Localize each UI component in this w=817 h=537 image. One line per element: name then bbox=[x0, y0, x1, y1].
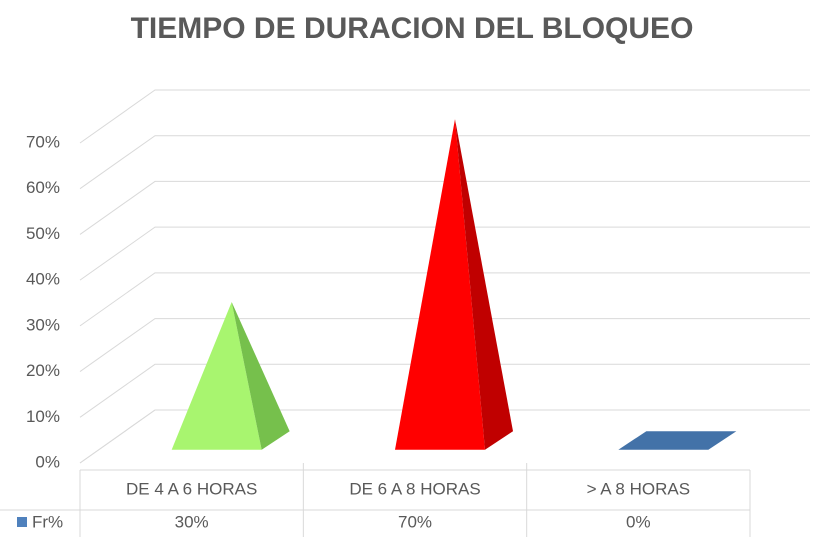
y-tick-label: 10% bbox=[26, 407, 60, 426]
y-tick-label: 70% bbox=[26, 132, 60, 151]
legend-label: Fr% bbox=[32, 512, 63, 531]
grid-line bbox=[79, 135, 810, 190]
grid-line bbox=[79, 272, 810, 327]
y-tick-label: 60% bbox=[26, 178, 60, 197]
y-tick-label: 30% bbox=[26, 315, 60, 334]
y-tick-label: 0% bbox=[35, 452, 60, 471]
grid-line bbox=[79, 318, 810, 372]
grid-line bbox=[79, 180, 810, 235]
table-value: 0% bbox=[626, 512, 651, 531]
pyramid-front bbox=[171, 302, 262, 450]
y-tick-label: 50% bbox=[26, 224, 60, 243]
grid-line bbox=[79, 89, 810, 144]
y-tick-label: 40% bbox=[26, 270, 60, 289]
x-tick-label: > A 8 HORAS bbox=[587, 479, 690, 498]
table-value: 30% bbox=[175, 512, 209, 531]
legend-swatch bbox=[17, 517, 27, 527]
pyramid-side bbox=[231, 302, 290, 450]
pyramid-side bbox=[455, 119, 513, 450]
chart-title: TIEMPO DE DURACION DEL BLOQUEO bbox=[131, 12, 694, 45]
grid-line bbox=[79, 226, 810, 281]
pyramid-base bbox=[618, 431, 737, 450]
grid-line bbox=[79, 363, 810, 418]
x-tick-label: DE 4 A 6 HORAS bbox=[126, 479, 257, 498]
grid-line bbox=[79, 409, 810, 464]
table-value: 70% bbox=[398, 512, 432, 531]
y-tick-label: 20% bbox=[26, 361, 60, 380]
x-tick-label: DE 6 A 8 HORAS bbox=[349, 479, 480, 498]
